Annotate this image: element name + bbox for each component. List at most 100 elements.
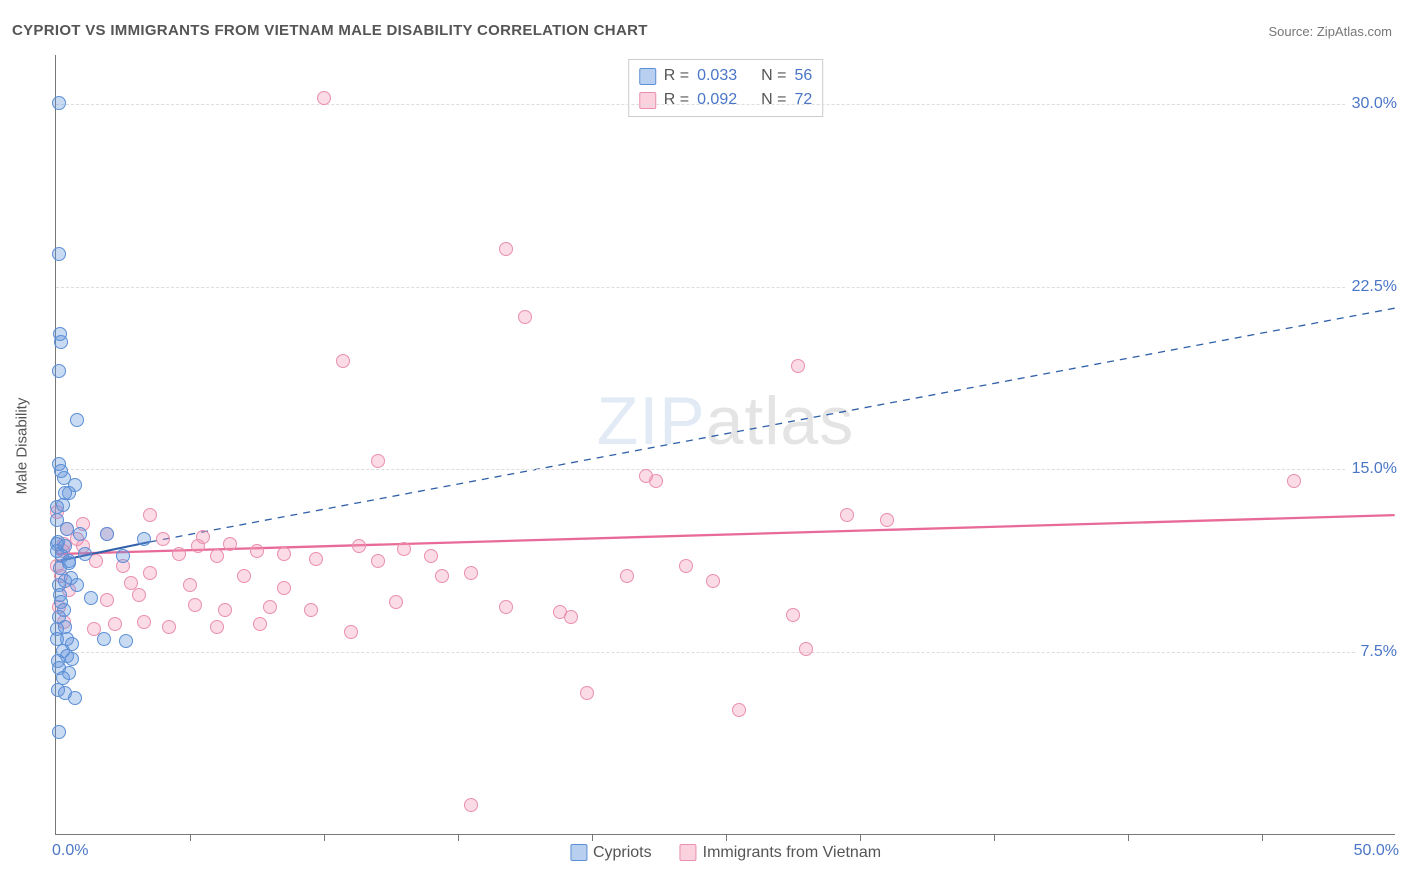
data-point — [50, 537, 64, 551]
data-point — [54, 464, 68, 478]
data-point — [62, 556, 76, 570]
data-point — [54, 335, 68, 349]
y-tick-label: 7.5% — [1355, 643, 1397, 661]
data-point — [880, 513, 894, 527]
x-tick — [994, 834, 995, 841]
x-tick — [458, 834, 459, 841]
data-point — [237, 569, 251, 583]
data-point — [210, 620, 224, 634]
data-point — [732, 703, 746, 717]
data-point — [309, 552, 323, 566]
y-tick-label: 15.0% — [1346, 460, 1397, 478]
x-tick — [726, 834, 727, 841]
data-point — [132, 588, 146, 602]
data-point — [263, 600, 277, 614]
regression-lines-layer — [56, 55, 1395, 834]
legend-swatch-blue — [639, 68, 656, 85]
chart-title: CYPRIOT VS IMMIGRANTS FROM VIETNAM MALE … — [12, 22, 648, 39]
data-point — [172, 547, 186, 561]
legend-bottom: Cypriots Immigrants from Vietnam — [570, 844, 881, 862]
data-point — [371, 454, 385, 468]
data-point — [196, 530, 210, 544]
data-point — [210, 549, 224, 563]
data-point — [65, 652, 79, 666]
data-point — [58, 486, 72, 500]
legend-n-label: N = — [761, 88, 786, 112]
data-point — [68, 691, 82, 705]
legend-stats-box: R = 0.033 N = 56 R = 0.092 N = 72 — [628, 59, 824, 117]
data-point — [52, 364, 66, 378]
legend-stats-row: R = 0.033 N = 56 — [639, 64, 813, 88]
data-point — [84, 591, 98, 605]
legend-label: Cypriots — [593, 844, 652, 861]
data-point — [73, 527, 87, 541]
data-point — [304, 603, 318, 617]
source-attribution: Source: ZipAtlas.com — [1268, 24, 1392, 39]
legend-swatch-blue — [570, 844, 587, 861]
watermark-tail: atlas — [706, 383, 855, 459]
legend-r-label: R = — [664, 64, 689, 88]
chart-container: CYPRIOT VS IMMIGRANTS FROM VIETNAM MALE … — [0, 0, 1406, 892]
legend-swatch-pink — [639, 92, 656, 109]
gridline — [56, 104, 1395, 105]
data-point — [277, 547, 291, 561]
legend-r-label: R = — [664, 88, 689, 112]
x-tick — [592, 834, 593, 841]
data-point — [52, 96, 66, 110]
data-point — [124, 576, 138, 590]
data-point — [706, 574, 720, 588]
regression-line — [150, 308, 1395, 542]
data-point — [108, 617, 122, 631]
legend-swatch-pink — [680, 844, 697, 861]
data-point — [464, 566, 478, 580]
data-point — [100, 593, 114, 607]
x-tick — [1128, 834, 1129, 841]
x-tick — [190, 834, 191, 841]
gridline — [56, 287, 1395, 288]
legend-stats-row: R = 0.092 N = 72 — [639, 88, 813, 112]
legend-item: Immigrants from Vietnam — [680, 844, 881, 862]
data-point — [791, 359, 805, 373]
data-point — [464, 798, 478, 812]
data-point — [70, 413, 84, 427]
watermark-head: ZIP — [597, 383, 706, 459]
data-point — [397, 542, 411, 556]
data-point — [518, 310, 532, 324]
data-point — [424, 549, 438, 563]
data-point — [218, 603, 232, 617]
data-point — [137, 615, 151, 629]
x-tick — [860, 834, 861, 841]
data-point — [119, 634, 133, 648]
legend-r-value: 0.092 — [697, 88, 737, 112]
data-point — [344, 625, 358, 639]
legend-n-value: 72 — [794, 88, 812, 112]
data-point — [156, 532, 170, 546]
data-point — [317, 91, 331, 105]
watermark: ZIPatlas — [597, 382, 854, 460]
data-point — [253, 617, 267, 631]
data-point — [580, 686, 594, 700]
data-point — [499, 600, 513, 614]
legend-n-label: N = — [761, 64, 786, 88]
data-point — [50, 513, 64, 527]
gridline — [56, 469, 1395, 470]
y-axis-title: Male Disability — [14, 398, 31, 495]
y-tick-label: 22.5% — [1346, 278, 1397, 296]
data-point — [116, 549, 130, 563]
data-point — [70, 578, 84, 592]
x-axis-label-min: 0.0% — [52, 842, 88, 860]
data-point — [352, 539, 366, 553]
data-point — [52, 725, 66, 739]
data-point — [620, 569, 634, 583]
legend-n-value: 56 — [794, 64, 812, 88]
gridline — [56, 652, 1395, 653]
data-point — [223, 537, 237, 551]
data-point — [389, 595, 403, 609]
data-point — [649, 474, 663, 488]
data-point — [100, 527, 114, 541]
legend-label: Immigrants from Vietnam — [703, 844, 881, 861]
data-point — [679, 559, 693, 573]
data-point — [97, 632, 111, 646]
data-point — [840, 508, 854, 522]
data-point — [143, 566, 157, 580]
